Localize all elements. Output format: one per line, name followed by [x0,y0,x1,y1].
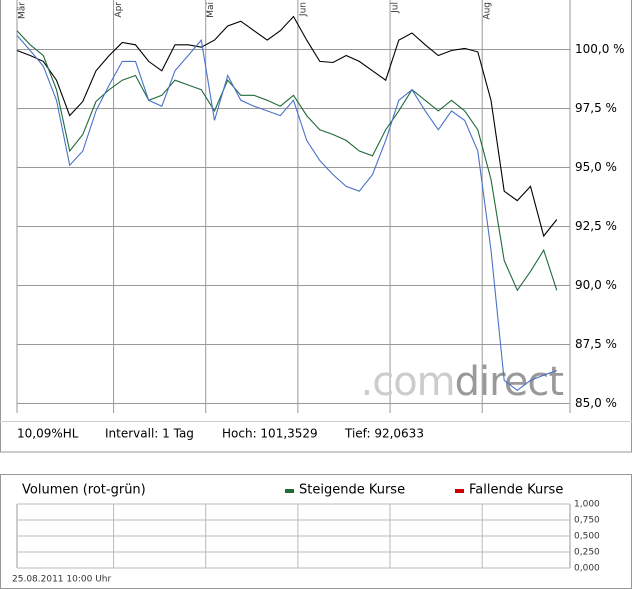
volume-title: Volumen (rot-grün) [22,483,146,498]
y-tick-label: 100,0 % [575,42,625,56]
y-tick-label: 95,0 % [575,160,617,174]
x-tick-label: Aug [483,2,493,20]
y-tick-label: 87,5 % [575,337,617,351]
legend-swatch [455,489,464,493]
info-text: Tief: 92,0633 [344,427,424,441]
legend-label: Fallende Kurse [469,483,563,498]
x-tick-label: Jul [391,2,401,14]
y-tick-label: 0,500 [574,532,600,542]
y-tick-label: 0,250 [574,548,600,558]
y-tick-label: 85,0 % [575,396,617,410]
y-tick-label: 0,000 [574,564,600,574]
x-tick-label: Mär [18,2,28,19]
x-tick-label: Mai [206,2,216,18]
footer: 25.08.2011 10:00 Uhr [12,575,111,585]
y-tick-label: 97,5 % [575,101,617,115]
y-tick-label: 0,750 [574,516,600,526]
info-text: Hoch: 101,3529 [222,427,318,441]
y-tick-label: 92,5 % [575,219,617,233]
x-tick-label: Jun [298,2,308,17]
watermark-part: direct [455,359,564,405]
info-text: 10,09%HL [17,427,79,441]
x-tick-label: Apr [114,2,124,18]
price-line [16,30,558,292]
legend-swatch [285,489,294,493]
y-tick-label: 1,000 [574,500,600,510]
watermark-part: .com [360,359,454,405]
legend-label: Steigende Kurse [299,483,405,498]
info-text: Intervall: 1 Tag [105,427,194,441]
price-line [16,35,557,391]
price-line [16,15,558,238]
y-tick-label: 90,0 % [575,278,617,292]
watermark: .comdirect [360,359,563,405]
